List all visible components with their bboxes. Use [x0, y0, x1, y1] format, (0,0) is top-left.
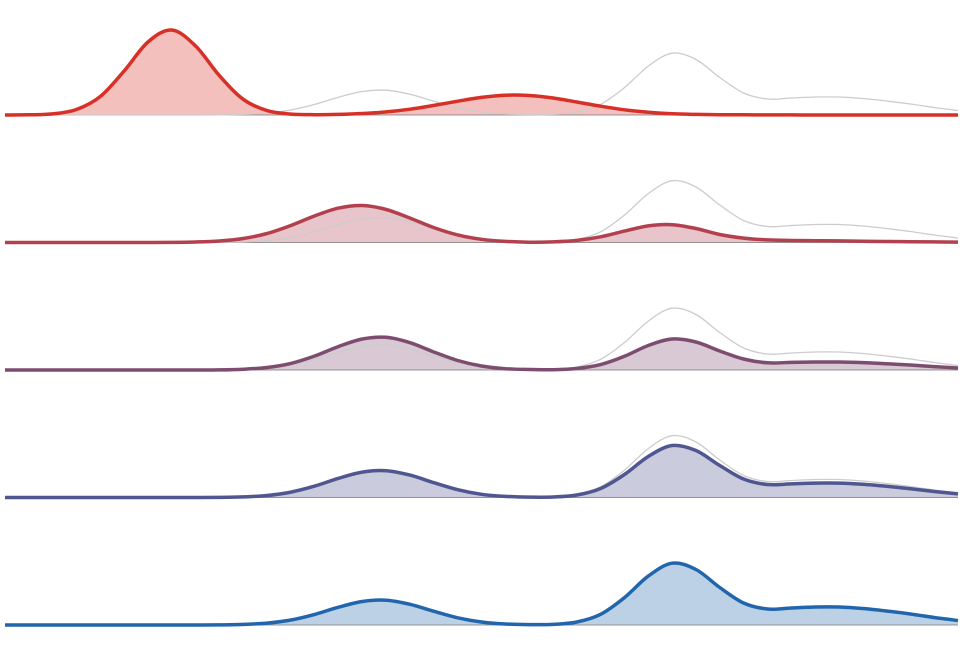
ridge-line — [4, 443, 959, 500]
ridge-area — [5, 562, 958, 626]
ridge-line — [5, 561, 959, 627]
ridge-line — [5, 203, 959, 245]
ridge-area — [5, 445, 958, 498]
ridge-area — [5, 337, 958, 371]
reference-line — [4, 52, 959, 116]
reference-line — [5, 179, 959, 244]
ridge-line — [4, 335, 959, 372]
ridge-line — [4, 28, 958, 117]
